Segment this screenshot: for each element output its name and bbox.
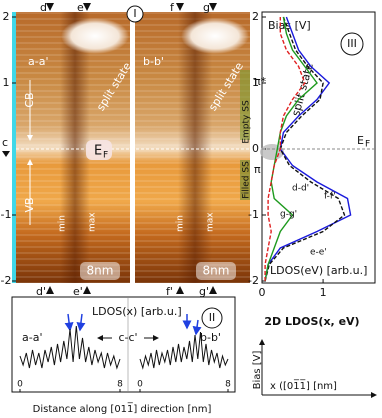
key-y: Bias [V] [252,351,263,390]
y-tick-label: 2 [252,10,259,23]
x-tick-label: 1 [320,286,327,299]
ldos-trace [139,331,229,370]
blue-arrows [64,313,202,336]
ef-sub: F [365,140,370,150]
marker [209,3,217,11]
empty-ss: Empty SS [242,100,252,144]
x-tick-label: 0 [137,380,143,390]
scale-right: 8nm [203,264,230,278]
cut-label: c [2,136,8,149]
min-left: min [58,215,68,232]
bottom-marker: e' [73,285,83,298]
y-tick-label: -1 [1,208,12,221]
ldos-curve [264,16,318,282]
series-label: f-f' [324,192,336,202]
series-label: d-d' [292,184,309,194]
marker [46,3,54,11]
x-tick-label: 0 [17,380,23,390]
y-tick-label: 2 [3,10,10,23]
series-label: e-e' [310,248,327,258]
y-tick-label: -1 [248,208,259,221]
bottom-marker: g' [199,285,209,298]
min-right: min [176,215,186,232]
x-tick-label: 8 [117,380,123,390]
title: LDOS(x) [arb.u.] [92,305,182,318]
series-label: g-g' [280,210,297,220]
marker [46,286,54,294]
scale-left: 8nm [87,264,114,278]
y-tick-label: 1 [252,76,259,89]
label-circle [201,307,223,329]
ef-sub: F [103,151,108,161]
key-title: 2D LDOS(x, eV) [264,315,359,328]
title-right: b-b' [143,55,164,68]
marker [83,3,91,11]
label-circle [126,5,144,23]
top-marker: e [77,1,84,14]
heatmap-right [135,12,250,283]
x-tick-label: 0 [259,286,266,299]
x-title: Distance along [011̅] direction [nm] [33,402,212,415]
pi-star: π* [254,75,267,88]
top-marker: d [40,1,47,14]
axes-frame [11,296,236,393]
marker [176,286,184,294]
panel-label: II [209,311,216,324]
max-right: max [206,212,216,232]
y-tick-label: 1 [3,76,10,89]
ldos-curve [264,17,306,281]
key-x: x ([01̅1̅] [nm] [270,379,337,392]
ef-box [86,140,112,160]
label-circle [340,32,364,56]
panel-label: I [133,7,136,20]
ldos-trace [19,325,121,370]
marker [209,286,217,294]
title-left: a-a' [28,55,48,68]
ef-label: E [357,134,364,147]
divider [130,12,135,283]
right-label: b-b' [200,331,221,344]
scale-box [196,262,236,280]
cut-marker [2,151,10,157]
y-tick-label: 0 [252,142,259,155]
filled-ss: Filled SS [242,161,252,199]
left-label: a-a' [22,331,42,344]
mid-label: c-c' [118,331,137,344]
marker [176,3,184,11]
ef-label: E [94,144,102,159]
top-marker: f [170,1,175,14]
panel-label: III [347,37,357,50]
y-tick-label: -2 [1,274,12,287]
bottom-marker: f' [166,285,173,298]
pi: π [254,163,261,176]
x-title: LDOS(eV) [arb.u.] [270,264,367,277]
heatmap-left [16,12,130,283]
bottom-marker: d' [36,285,46,298]
x-tick-label: 8 [225,380,231,390]
y-tick-label: -2 [248,274,259,287]
axes-frame [261,11,376,284]
cb-bar [12,12,16,283]
marker [83,286,91,294]
scale-box [80,262,120,280]
split-label: split state [289,61,316,117]
top-marker: g [203,1,210,14]
max-left: max [88,212,98,232]
